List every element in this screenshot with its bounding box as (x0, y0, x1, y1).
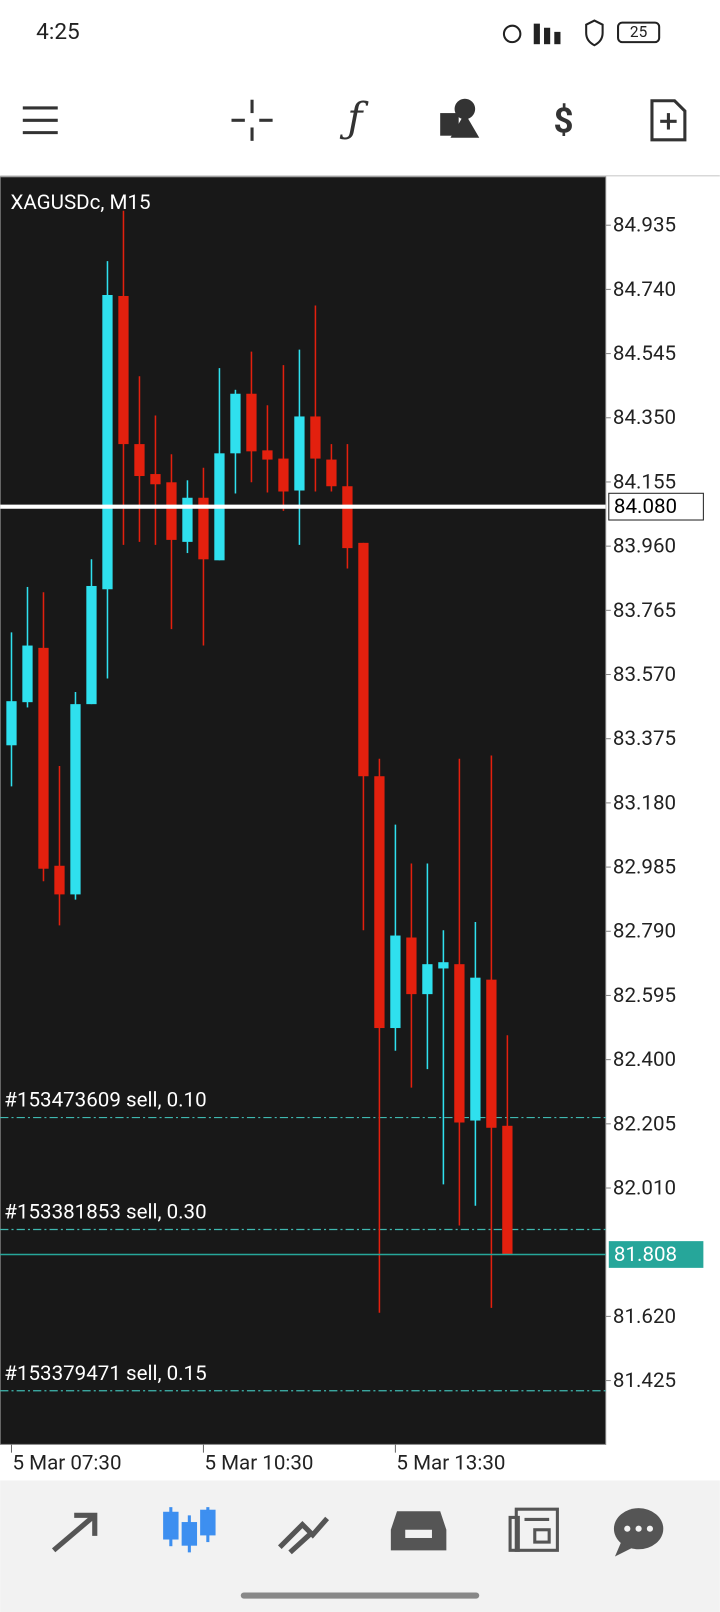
candle-body (54, 865, 65, 895)
candle-body (150, 474, 161, 485)
new-order-button[interactable] (650, 99, 687, 142)
y-tick-label: 81.425 (613, 1369, 676, 1393)
candle-body (454, 964, 465, 1123)
price-tag (608, 1241, 704, 1268)
candle-body (262, 450, 273, 460)
y-tick-label: 83.570 (613, 663, 676, 687)
home-indicator (240, 1592, 480, 1599)
candle-body (134, 444, 145, 477)
candle-body (438, 962, 449, 969)
candle-body (182, 497, 193, 542)
candle-body (326, 459, 337, 487)
candle-body (278, 458, 289, 492)
candle-body (166, 482, 177, 540)
status-icons (502, 19, 661, 47)
y-tick-label: 83.960 (613, 535, 676, 559)
price-tag-label: 84.080 (614, 495, 677, 519)
bottom-nav-icons (51, 1507, 664, 1557)
x-tick-label: 5 Mar 10:30 (204, 1451, 313, 1475)
bottom-nav (0, 1480, 720, 1612)
price-tag (608, 492, 704, 521)
candle-body (246, 393, 257, 452)
candle-body (6, 701, 17, 746)
candle-body (38, 647, 49, 869)
y-tick-label: 81.620 (613, 1305, 676, 1329)
crosshair-button[interactable] (231, 99, 273, 141)
y-tick-label: 82.985 (613, 856, 676, 880)
quotes-tab[interactable] (51, 1512, 98, 1553)
history-tab[interactable] (390, 1511, 447, 1551)
menu-button[interactable] (22, 106, 58, 135)
y-tick-label: 83.765 (613, 599, 676, 623)
candle-body (102, 294, 113, 590)
y-tick-label: 82.790 (613, 920, 676, 944)
candle-body (342, 486, 353, 549)
y-tick-label: 84.350 (613, 406, 676, 430)
trade-tab[interactable] (277, 1516, 330, 1555)
candle-body (374, 776, 385, 1029)
trade-button[interactable]: $ (554, 101, 574, 142)
plot: #153473609 sell, 0.10 #153381853 sell, 0.… (0, 210, 606, 1392)
y-tick-label: 82.205 (613, 1112, 676, 1136)
order-label: #153379471 sell, 0.15 (4, 1362, 206, 1386)
y-tick-label: 84.545 (613, 342, 676, 366)
candle-body (118, 295, 129, 445)
plot-border (0, 176, 607, 1445)
candle-body (470, 977, 481, 1121)
candle-body (86, 585, 97, 705)
news-tab[interactable] (508, 1507, 559, 1552)
objects-button[interactable] (440, 98, 480, 138)
candle-body (358, 542, 369, 777)
candle-body (294, 416, 305, 491)
chart-title: XAGUSDc, M15 (10, 191, 150, 215)
y-tick-label: 82.400 (613, 1048, 676, 1072)
order-label: #153473609 sell, 0.10 (4, 1089, 206, 1113)
battery-level: 25 (630, 23, 648, 41)
y-tick-label: 84.935 (613, 214, 676, 238)
candle-body (198, 497, 209, 560)
y-tick-label: 84.740 (613, 278, 676, 302)
candle-body (22, 645, 33, 703)
candle-body (310, 416, 321, 459)
chat-tab[interactable] (613, 1508, 664, 1557)
candle-body (230, 393, 241, 454)
candle-body (406, 937, 417, 995)
price-tag-label: 81.808 (614, 1243, 677, 1267)
y-tick-label: 82.010 (613, 1176, 676, 1200)
chart-tab[interactable] (163, 1507, 216, 1553)
candle-body (502, 1125, 513, 1255)
y-tick-label: 83.180 (613, 791, 676, 815)
y-tick-label: 84.155 (613, 470, 676, 494)
candle-body (486, 979, 497, 1128)
candle-body (70, 704, 81, 895)
order-label: #153381853 sell, 0.30 (4, 1200, 206, 1224)
y-tick-label: 83.375 (613, 727, 676, 751)
candle-body (422, 964, 433, 995)
status-time: 4:25 (36, 18, 80, 45)
y-tick-label: 82.595 (613, 984, 676, 1008)
candle-body (390, 935, 401, 1029)
x-tick-label: 5 Mar 07:30 (13, 1451, 122, 1475)
x-tick-label: 5 Mar 13:30 (396, 1451, 505, 1475)
